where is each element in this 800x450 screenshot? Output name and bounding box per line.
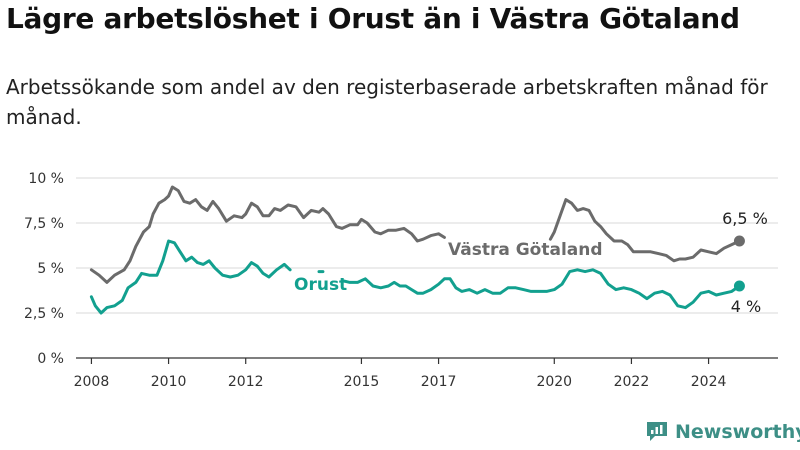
- series-line-vastra-gotaland: [548, 198, 741, 263]
- series-label-vastra-gotaland: Västra Götaland: [448, 240, 603, 260]
- x-tick-label: 2017: [421, 374, 457, 390]
- series-end-point: [733, 280, 745, 292]
- x-tick-label: 2008: [74, 374, 110, 390]
- end-label-vastra-gotaland: 6,5 %: [722, 209, 768, 228]
- series-line-vastra-gotaland: [89, 185, 446, 284]
- x-tick-label: 2012: [228, 374, 264, 390]
- y-tick-label: 2,5 %: [24, 306, 64, 322]
- brand-logo: Newsworthy: [645, 420, 800, 444]
- series-label-orust: Orust: [294, 275, 347, 295]
- y-tick-label: 10 %: [28, 171, 64, 187]
- chart-title: Lägre arbetslöshet i Orust än i Västra G…: [6, 2, 740, 35]
- brand-name: Newsworthy: [675, 421, 800, 443]
- newsworthy-icon: [647, 422, 667, 441]
- y-tick-label: 7,5 %: [24, 216, 64, 232]
- x-tick-label: 2010: [151, 374, 187, 390]
- x-tick-label: 2024: [691, 374, 727, 390]
- series-end-point: [733, 235, 745, 247]
- chart-subtitle: Arbetssökande som andel av den registerb…: [6, 75, 768, 129]
- x-tick-label: 2022: [614, 374, 650, 390]
- x-tick-label: 2020: [536, 374, 572, 390]
- end-label-orust: 4 %: [731, 297, 761, 316]
- y-tick-label: 0 %: [37, 351, 64, 367]
- y-tick-label: 5 %: [37, 261, 64, 277]
- series-line-orust: [89, 239, 292, 315]
- x-tick-label: 2015: [344, 374, 380, 390]
- series-line-orust: [340, 268, 741, 310]
